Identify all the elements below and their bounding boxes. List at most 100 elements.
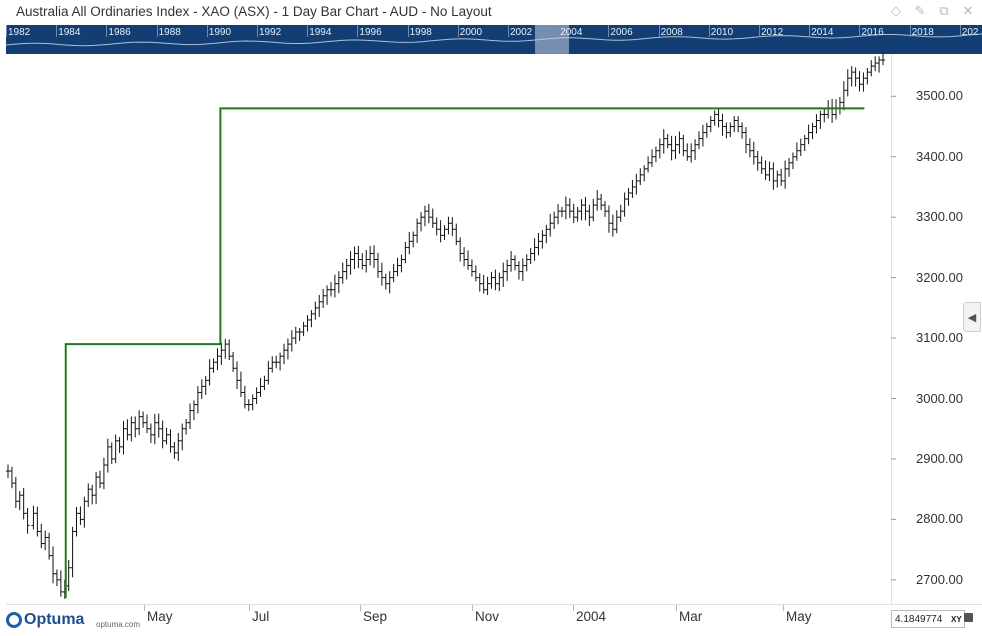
ohlc-bar [188, 403, 193, 429]
ohlc-bar [571, 203, 576, 224]
ohlc-bar [473, 265, 478, 282]
y-axis-label: 3400.00 [916, 148, 963, 164]
restore-icon[interactable]: ⧉ [939, 3, 949, 18]
ohlc-bar [184, 419, 189, 435]
ohlc-bar [810, 122, 815, 140]
ohlc-bar [614, 210, 619, 234]
ohlc-bar [485, 276, 490, 296]
navigator-year-label: 2014 [811, 27, 834, 38]
step-line-series [64, 107, 865, 598]
ohlc-bar [783, 160, 788, 189]
ohlc-bar [849, 66, 854, 87]
ohlc-bar [673, 135, 678, 159]
ohlc-bar [54, 569, 59, 587]
chart-plot-area[interactable] [6, 54, 891, 604]
x-axis-tick [144, 605, 145, 611]
ohlc-bar [101, 457, 106, 490]
ohlc-bar [309, 310, 314, 328]
navigator-sparkline [6, 33, 982, 47]
optuma-logo-icon [6, 612, 22, 628]
ohlc-bar [837, 96, 842, 115]
close-icon[interactable]: ✕ [962, 3, 974, 18]
pin-icon[interactable]: ✎ [914, 3, 926, 18]
y-axis-label: 3500.00 [916, 88, 963, 104]
ohlc-bar [556, 204, 561, 225]
x-axis-label: Mar [679, 609, 703, 624]
ohlc-bar [712, 110, 717, 126]
ohlc-bar [469, 259, 474, 277]
ohlc-bar [603, 201, 608, 217]
ohlc-bar [622, 192, 627, 217]
ohlc-bar [348, 251, 353, 275]
ohlc-bar [865, 67, 870, 85]
ohlc-bar [235, 361, 240, 390]
ohlc-bar [857, 71, 862, 92]
ohlc-bar [665, 133, 670, 149]
window-titlebar: Australia All Ordinaries Index - XAO (AS… [0, 0, 982, 25]
navigator-year-label: 2002 [510, 27, 533, 38]
ohlc-bar [497, 272, 502, 292]
y-axis-label: 3300.00 [916, 209, 963, 225]
ohlc-bar [446, 216, 451, 235]
ohlc-bar [51, 546, 56, 584]
ohlc-bar [148, 423, 153, 444]
ohlc-bar [763, 160, 768, 181]
lock-icon[interactable] [964, 613, 973, 622]
ohlc-bar [740, 122, 745, 139]
ohlc-bar [751, 141, 756, 165]
navigator-tick [859, 25, 861, 37]
ohlc-bar [845, 69, 850, 97]
navigator-window-handle[interactable] [535, 25, 569, 54]
ohlc-bar [559, 206, 564, 218]
ohlc-bar [520, 258, 525, 282]
ohlc-bar [736, 116, 741, 133]
navigator-year-label: 1996 [359, 27, 382, 38]
ohlc-bar [13, 476, 18, 508]
ohlc-bar [536, 232, 541, 256]
navigator-tick [558, 25, 560, 37]
ohlc-bar [818, 110, 823, 129]
ohlc-bar [372, 245, 377, 268]
ohlc-bar [430, 208, 435, 228]
ohlc-bar [199, 379, 204, 399]
ohlc-bar [634, 173, 639, 195]
readout-mode[interactable]: XY [951, 614, 962, 624]
navigator-year-label: 2000 [459, 27, 483, 38]
ohlc-bar [587, 204, 592, 227]
navigator-year-label: 2010 [710, 27, 734, 38]
ohlc-bar [403, 241, 408, 264]
ohlc-bar [305, 315, 310, 332]
ohlc-bar [125, 419, 130, 441]
ohlc-bar [47, 532, 52, 560]
collapse-panel-tab[interactable]: ◀ [963, 302, 981, 332]
ohlc-bar [657, 138, 662, 159]
ohlc-bar [360, 253, 365, 270]
navigator-tick [206, 25, 208, 37]
ohlc-bar [512, 255, 517, 271]
ohlc-bar [368, 245, 373, 266]
ohlc-bar [661, 129, 666, 154]
ohlc-bar [90, 485, 95, 505]
ohlc-bar [35, 506, 40, 537]
ohlc-bar [262, 375, 267, 391]
ohlc-bar [704, 122, 709, 138]
ohlc-bar [215, 348, 220, 371]
window-title: Australia All Ordinaries Index - XAO (AS… [16, 4, 492, 19]
ohlc-bar [653, 146, 658, 163]
ohlc-bar [650, 149, 655, 168]
price-axis-panel [891, 54, 976, 604]
ohlc-bar [798, 138, 803, 157]
ohlc-bar [223, 339, 228, 359]
ohlc-bar [434, 217, 439, 236]
axis-readout[interactable]: 4.1849774 XY [891, 610, 965, 628]
diamond-icon[interactable]: ◇ [891, 3, 901, 18]
ohlc-bar [563, 196, 568, 220]
ohlc-bar [203, 375, 208, 395]
navigator-year-label: 2012 [761, 27, 784, 38]
ohlc-bar [293, 326, 298, 344]
ohlc-bar [606, 205, 611, 233]
ohlc-bar [743, 127, 748, 154]
ohlc-bar [881, 52, 885, 66]
ohlc-bar [176, 433, 181, 461]
date-navigator[interactable]: 1982 1984 1986 1988 1990 1992 1994 1996 1998 2000… [6, 25, 982, 54]
